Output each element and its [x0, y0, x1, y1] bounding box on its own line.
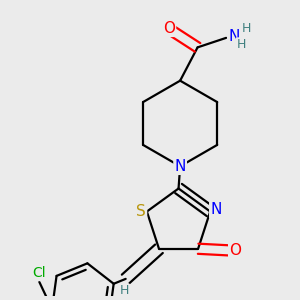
- Text: H: H: [119, 284, 129, 297]
- Text: Cl: Cl: [32, 266, 46, 280]
- Text: N: N: [174, 159, 186, 174]
- Text: H: H: [242, 22, 251, 35]
- Text: S: S: [136, 204, 146, 219]
- Text: O: O: [163, 21, 175, 36]
- Text: H: H: [237, 38, 246, 51]
- Text: N: N: [228, 29, 240, 44]
- Text: N: N: [210, 202, 222, 217]
- Text: O: O: [229, 243, 241, 258]
